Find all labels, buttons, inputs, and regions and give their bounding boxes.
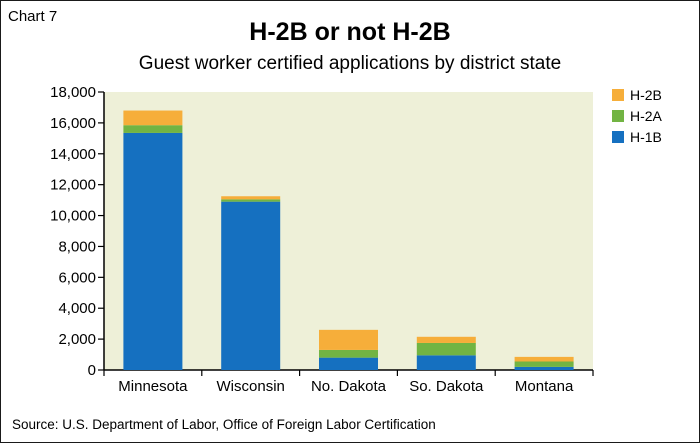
legend-swatch-h-1b [612, 131, 624, 143]
legend-swatch-h-2a [612, 110, 624, 122]
bar-h-2b [319, 329, 378, 350]
bar-h-1b [514, 366, 574, 370]
y-tick-label: 6,000 [58, 269, 96, 286]
bar-h-2a [514, 361, 574, 367]
x-tick-label: No. Dakota [311, 378, 387, 395]
bar-h-2a [123, 125, 183, 133]
y-tick-label: 8,000 [58, 238, 96, 255]
x-tick-label: Wisconsin [217, 378, 285, 395]
chart-subtitle: Guest worker certified applications by d… [138, 53, 562, 74]
x-tick-label: Montana [515, 378, 574, 395]
chart-title: H-2B or not H-2B [249, 18, 451, 46]
source-note: Source: U.S. Department of Labor, Office… [12, 417, 436, 432]
y-tick-label: 10,000 [50, 208, 96, 225]
bar-h-2a [221, 199, 281, 202]
legend-label-h-1b: H-1B [630, 129, 662, 145]
y-tick-label: 0 [88, 362, 96, 379]
y-tick-label: 4,000 [58, 300, 96, 317]
bar-h-2b [416, 336, 476, 343]
y-tick-label: 16,000 [50, 115, 96, 132]
x-tick-label: So. Dakota [409, 378, 484, 395]
bar-h-1b [221, 201, 281, 370]
y-tick-label: 12,000 [50, 177, 96, 194]
bar-h-2a [319, 349, 378, 358]
bar-h-1b [123, 132, 183, 370]
y-tick-label: 18,000 [50, 84, 96, 101]
bar-h-2a [416, 342, 476, 356]
bar-h-1b [416, 355, 476, 370]
plot-area [104, 92, 593, 370]
bar-h-1b [319, 357, 378, 370]
bar-h-2b [221, 196, 281, 200]
legend-label-h-2b: H-2B [630, 87, 662, 103]
y-tick-label: 14,000 [50, 146, 96, 163]
bar-h-2b [514, 356, 574, 362]
bars [123, 110, 574, 370]
legend-swatch-h-2b [612, 89, 624, 101]
legend: H-2B H-2A H-1B [612, 87, 663, 145]
y-axis: 0 2,000 4,000 6,000 8,000 10,000 12,000 14,000 1… [50, 84, 105, 379]
x-tick-label: Minnesota [118, 378, 188, 395]
legend-label-h-2a: H-2A [630, 108, 663, 124]
x-axis: Minnesota Wisconsin No. Dakota So. Dakota Mo… [103, 369, 594, 395]
bar-h-2b [123, 110, 183, 126]
chart-number-label: Chart 7 [8, 8, 58, 25]
y-tick-label: 2,000 [58, 331, 96, 348]
